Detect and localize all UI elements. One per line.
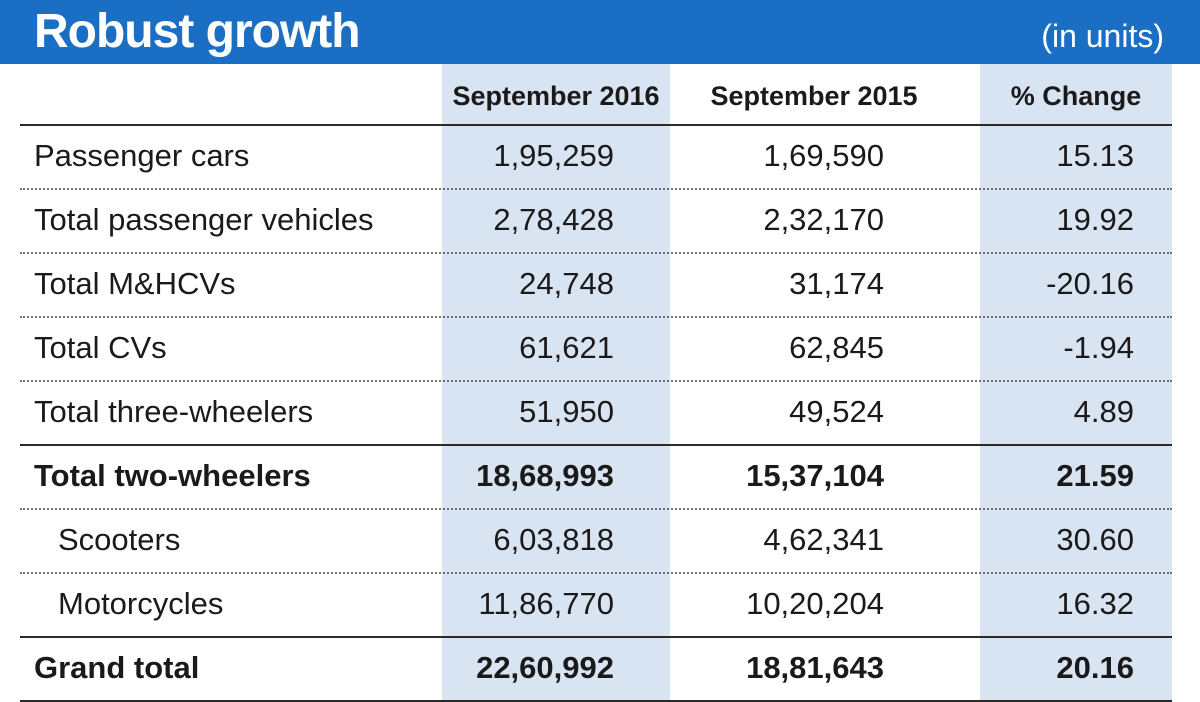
row-label: Total two-wheelers [34, 458, 311, 493]
column-shade-september-2016 [442, 64, 670, 700]
cell-september-2015: 10,20,204 [746, 586, 884, 621]
table-row: Passenger cars 1,95,259 1,69,590 15.13 [0, 124, 1200, 188]
row-separator [20, 508, 1172, 510]
table-row: Scooters 6,03,818 4,62,341 30.60 [0, 508, 1200, 572]
column-header-percent-change: % Change [1010, 81, 1142, 111]
row-label: Scooters [58, 522, 181, 557]
header-rule [20, 124, 1172, 126]
table-row: Total two-wheelers 18,68,993 15,37,104 21.5… [0, 444, 1200, 508]
cell-september-2015: 18,81,643 [746, 650, 884, 685]
cell-percent-change: 20.16 [1056, 650, 1134, 685]
row-separator [20, 188, 1172, 190]
cell-september-2015: 62,845 [789, 330, 884, 365]
cell-september-2015: 15,37,104 [746, 458, 884, 493]
cell-percent-change: 19.92 [1056, 202, 1134, 237]
cell-september-2016: 61,621 [519, 330, 614, 365]
row-separator [20, 572, 1172, 574]
row-separator [20, 444, 1172, 446]
column-shade-percent-change [980, 64, 1172, 700]
cell-september-2016: 24,748 [519, 266, 614, 301]
row-label: Total M&HCVs [34, 266, 236, 301]
cell-september-2016: 18,68,993 [476, 458, 614, 493]
table-row: Total M&HCVs 24,748 31,174 -20.16 [0, 252, 1200, 316]
row-label: Passenger cars [34, 138, 250, 173]
cell-september-2015: 31,174 [789, 266, 884, 301]
column-header-september-2015: September 2015 [710, 81, 918, 111]
row-label: Grand total [34, 650, 200, 685]
cell-september-2015: 4,62,341 [763, 522, 884, 557]
cell-percent-change: -20.16 [1046, 266, 1134, 301]
table-row: Motorcycles 11,86,770 10,20,204 16.32 [0, 572, 1200, 636]
row-label: Total three-wheelers [34, 394, 314, 429]
title-bar: Robust growth (in units) [0, 0, 1200, 64]
row-separator [20, 316, 1172, 318]
row-separator [20, 380, 1172, 382]
cell-september-2015: 1,69,590 [763, 138, 884, 173]
cell-september-2016: 51,950 [519, 394, 614, 429]
row-separator [20, 636, 1172, 638]
table-row: Grand total 22,60,992 18,81,643 20.16 [0, 636, 1200, 700]
cell-percent-change: 15.13 [1056, 138, 1134, 173]
cell-september-2016: 2,78,428 [493, 202, 614, 237]
cell-september-2015: 2,32,170 [763, 202, 884, 237]
units-note: (in units) [1041, 18, 1164, 54]
row-label: Total passenger vehicles [34, 202, 374, 237]
cell-percent-change: 21.59 [1056, 458, 1134, 493]
cell-september-2016: 6,03,818 [493, 522, 614, 557]
table-row: Total CVs 61,621 62,845 -1.94 [0, 316, 1200, 380]
data-table: September 2016 September 2015 % Change P… [0, 64, 1200, 702]
column-header-september-2016: September 2016 [452, 81, 660, 111]
cell-percent-change: 4.89 [1073, 394, 1134, 429]
cell-percent-change: 16.32 [1056, 586, 1134, 621]
row-label: Motorcycles [58, 586, 224, 621]
table-row: Total passenger vehicles 2,78,428 2,32,170… [0, 188, 1200, 252]
row-label: Total CVs [34, 330, 167, 365]
table-title: Robust growth [34, 5, 361, 58]
cell-september-2016: 11,86,770 [478, 586, 614, 621]
cell-september-2016: 1,95,259 [493, 138, 614, 173]
cell-percent-change: 30.60 [1056, 522, 1134, 557]
row-separator [20, 252, 1172, 254]
cell-september-2015: 49,524 [789, 394, 884, 429]
cell-september-2016: 22,60,992 [476, 650, 614, 685]
table-row: Total three-wheelers 51,950 49,524 4.89 [0, 380, 1200, 444]
cell-percent-change: -1.94 [1063, 330, 1134, 365]
